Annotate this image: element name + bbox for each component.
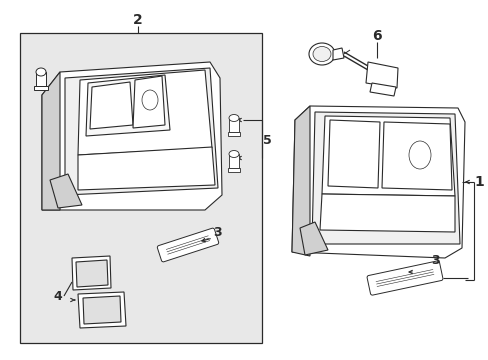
Polygon shape (78, 70, 212, 155)
Bar (228, 154, 239, 168)
Polygon shape (42, 72, 60, 210)
Text: 4: 4 (54, 289, 62, 302)
Polygon shape (86, 75, 170, 136)
Bar (36, 72, 46, 86)
Polygon shape (291, 106, 309, 256)
Bar (20, 33, 262, 343)
Polygon shape (381, 122, 451, 190)
Polygon shape (65, 68, 218, 195)
Bar (34, 86, 48, 90)
Ellipse shape (142, 90, 158, 110)
Polygon shape (365, 62, 397, 88)
Polygon shape (327, 120, 379, 188)
Polygon shape (311, 112, 459, 244)
Polygon shape (133, 76, 164, 128)
Polygon shape (321, 116, 454, 196)
Ellipse shape (228, 114, 239, 122)
Polygon shape (332, 48, 343, 60)
Ellipse shape (308, 43, 334, 65)
Bar (227, 168, 240, 172)
FancyBboxPatch shape (366, 261, 442, 295)
Text: 2: 2 (133, 13, 142, 27)
Ellipse shape (228, 150, 239, 158)
Polygon shape (319, 194, 454, 232)
Ellipse shape (36, 68, 46, 76)
Polygon shape (369, 83, 395, 96)
Polygon shape (83, 296, 121, 324)
Polygon shape (291, 106, 464, 258)
Polygon shape (50, 174, 82, 208)
Polygon shape (299, 222, 327, 255)
Text: 1: 1 (473, 175, 483, 189)
Text: 5: 5 (262, 134, 271, 147)
Polygon shape (78, 147, 215, 190)
Bar (227, 132, 240, 136)
Ellipse shape (408, 141, 430, 169)
Polygon shape (76, 260, 108, 287)
Polygon shape (78, 292, 126, 328)
Text: 3: 3 (213, 225, 222, 239)
Ellipse shape (312, 46, 330, 62)
Bar (228, 118, 239, 132)
Polygon shape (72, 256, 111, 290)
Polygon shape (90, 82, 133, 129)
Text: 3: 3 (430, 253, 438, 266)
FancyBboxPatch shape (157, 228, 218, 262)
Polygon shape (42, 62, 222, 210)
Text: 6: 6 (371, 29, 381, 43)
